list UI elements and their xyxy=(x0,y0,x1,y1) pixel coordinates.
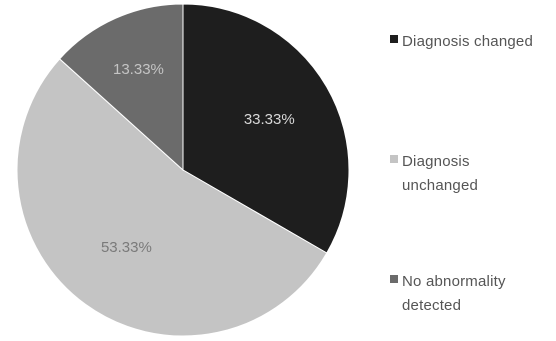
legend-item-diagnosis-unchanged: Diagnosis unchanged xyxy=(390,150,556,198)
legend-label-no-abnormality-detected: No abnormality detected xyxy=(402,273,506,314)
pie-slice-diagnosis-changed xyxy=(182,3,350,254)
legend-swatch-no-abnormality-detected xyxy=(390,275,398,283)
legend-item-no-abnormality-detected: No abnormality detected xyxy=(390,270,556,318)
pie-plot-area: 33.33% 53.33% 13.33% xyxy=(16,3,350,337)
pie-slice-diagnosis-unchanged xyxy=(16,58,328,337)
data-label-diagnosis-changed: 33.33% xyxy=(244,111,295,128)
legend-swatch-diagnosis-changed xyxy=(390,35,398,43)
legend-item-diagnosis-changed: Diagnosis changed xyxy=(390,30,556,54)
pie-slice-no-abnormality-detected xyxy=(58,3,184,172)
data-label-no-abnormality-detected: 13.33% xyxy=(113,61,164,78)
data-label-diagnosis-unchanged: 53.33% xyxy=(101,239,152,256)
legend-swatch-diagnosis-unchanged xyxy=(390,155,398,163)
legend-label-diagnosis-unchanged: Diagnosis unchanged xyxy=(402,153,479,194)
legend-label-diagnosis-changed: Diagnosis changed xyxy=(402,33,533,50)
legend: Diagnosis changed Diagnosis unchanged No… xyxy=(390,0,556,341)
